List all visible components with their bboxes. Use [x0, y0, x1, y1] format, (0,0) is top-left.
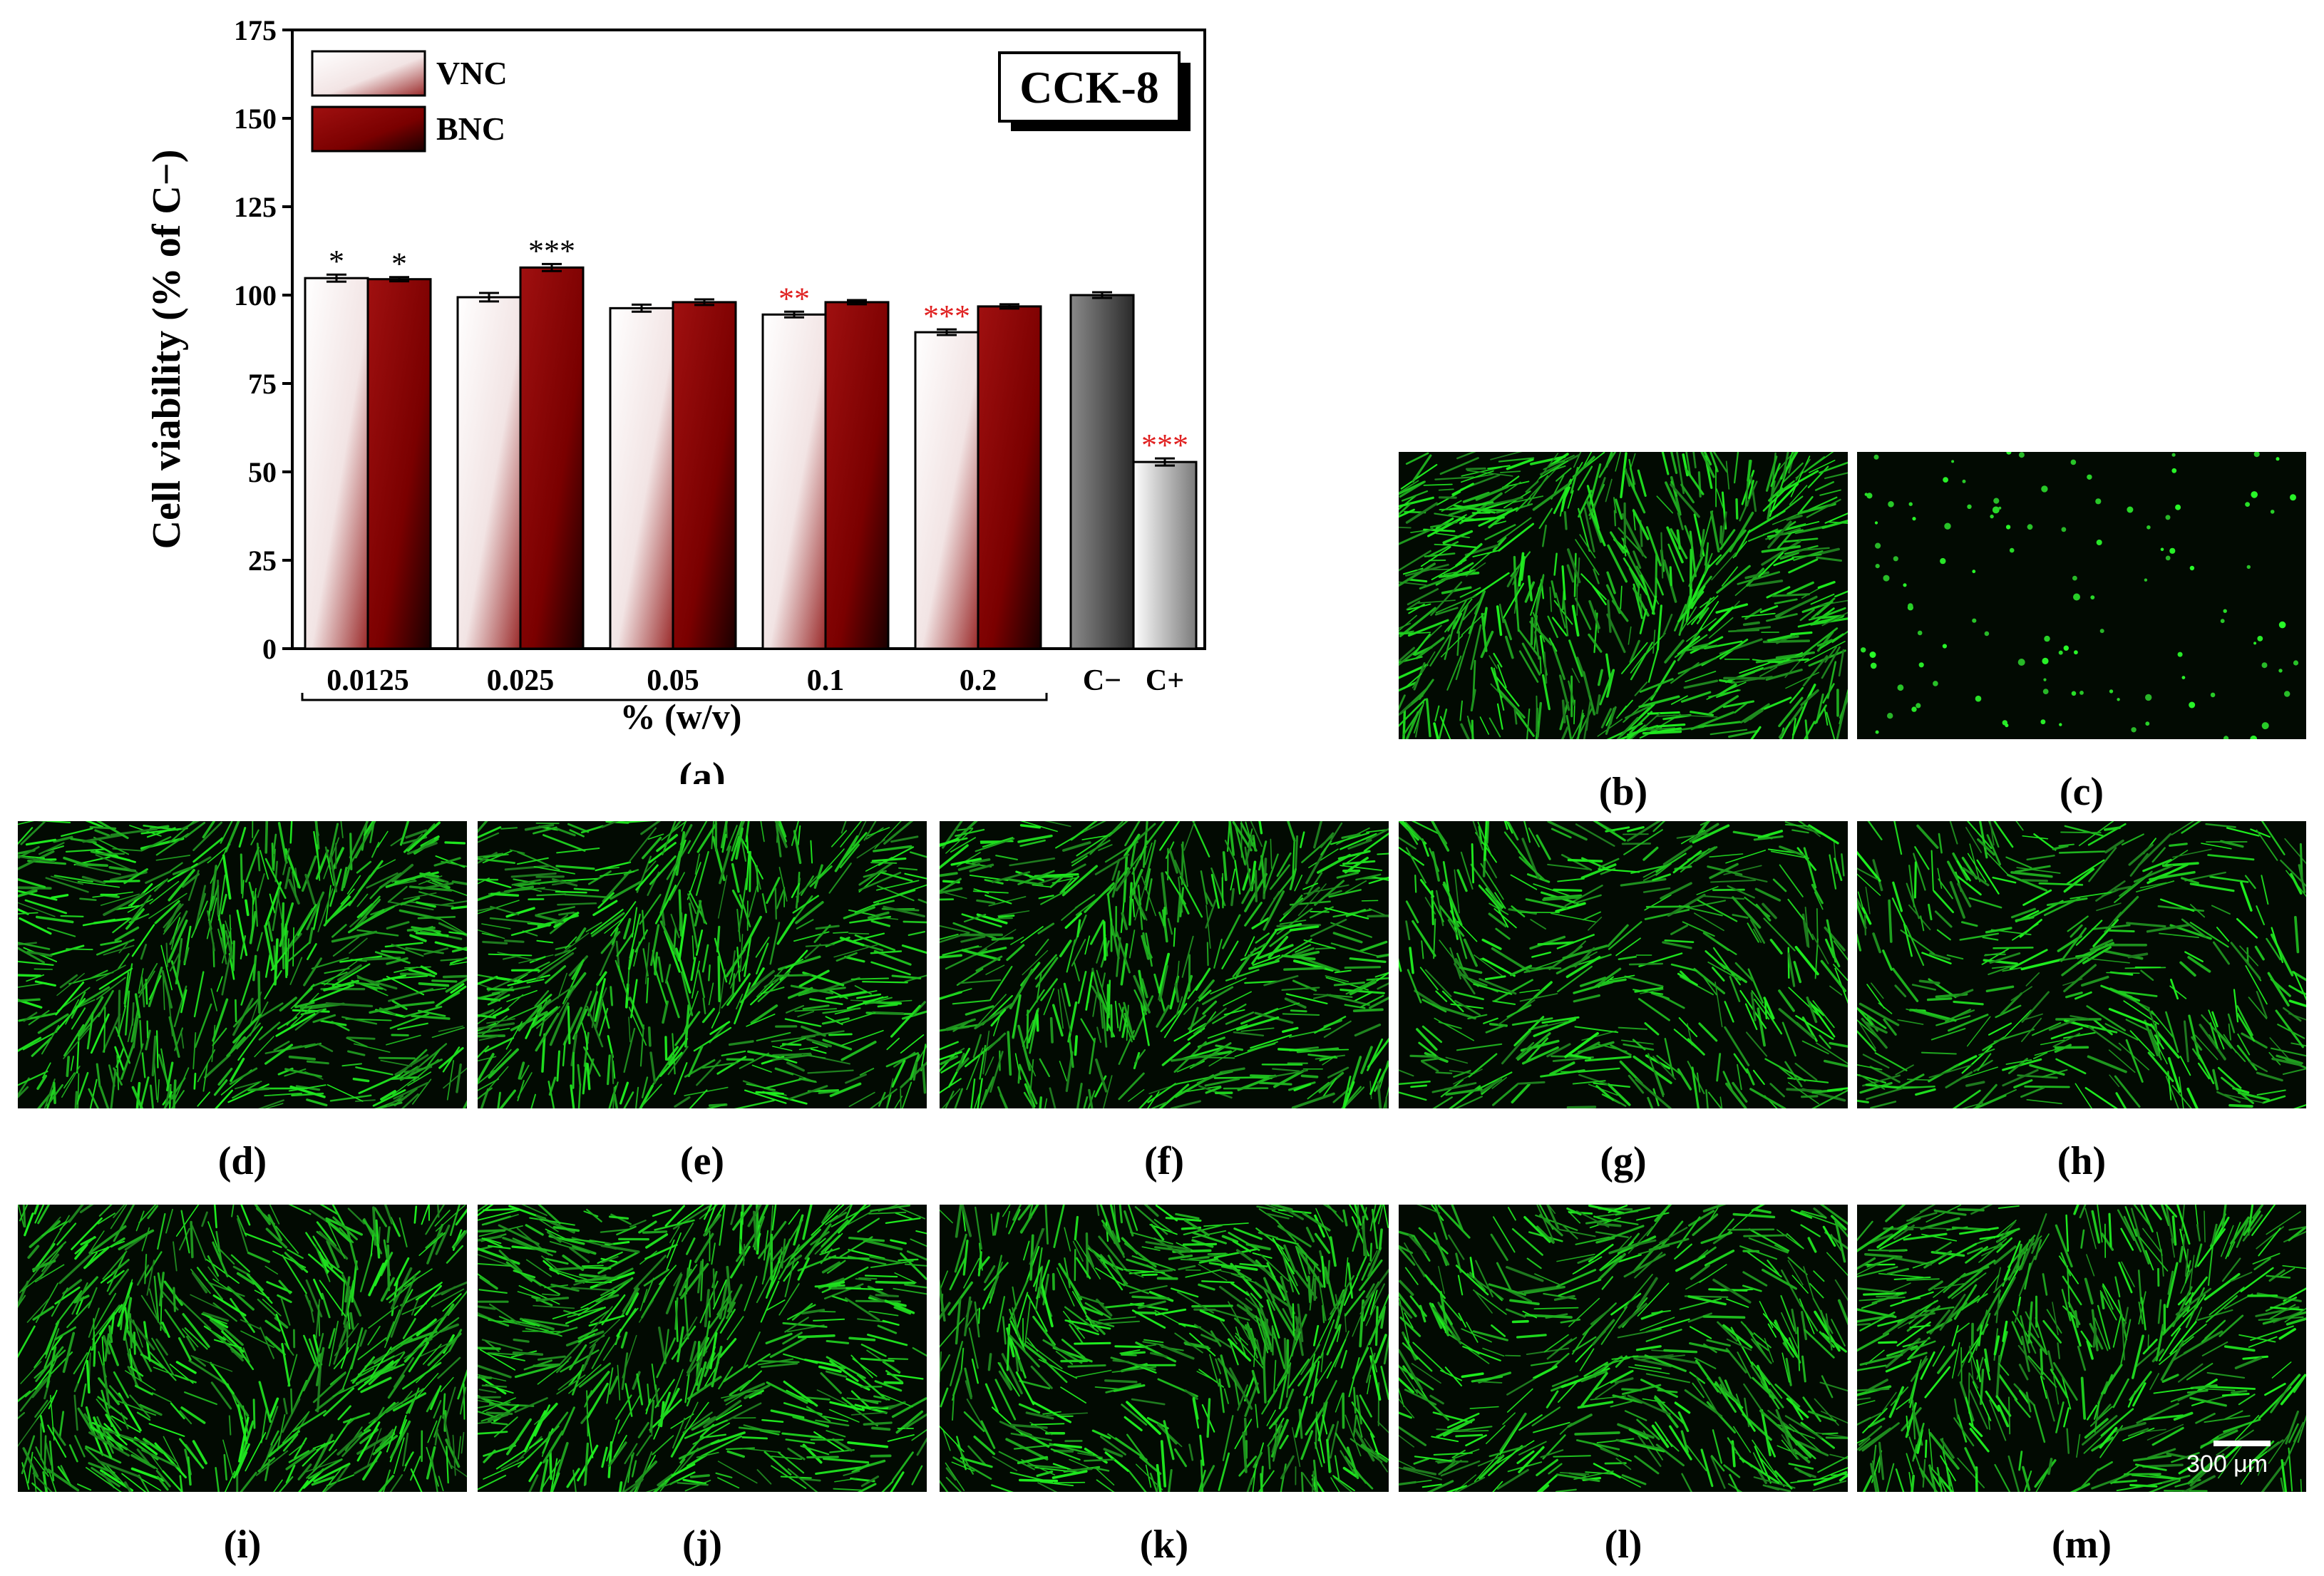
y-tick-label: 150 [234, 103, 277, 135]
x-tick-label: 0.0125 [327, 664, 409, 697]
cell-image [18, 1205, 467, 1492]
bar-control [1069, 294, 1135, 650]
significance-mark: * [329, 244, 344, 279]
legend-label-bnc: BNC [436, 110, 505, 147]
panel-label: (g) [1600, 1139, 1647, 1183]
y-tick-label: 50 [248, 456, 277, 488]
micrograph-panel [18, 821, 467, 1108]
bar-vnc [304, 277, 369, 650]
micrograph-panel [1399, 452, 1848, 739]
panel-label-a: (a) [679, 755, 725, 784]
micrograph-panel [940, 821, 1389, 1108]
bar-vnc [609, 307, 674, 650]
panel-label: (i) [223, 1523, 262, 1567]
micrograph-panel [1399, 821, 1848, 1108]
x-tick-label: 0.1 [807, 664, 845, 697]
x-tick-label: 0.025 [487, 664, 555, 697]
y-tick-label: 0 [262, 633, 277, 665]
panel-label: (h) [2057, 1139, 2107, 1183]
micrograph-panel [478, 821, 927, 1108]
cell-image [478, 821, 927, 1108]
significance-mark: *** [1141, 428, 1188, 463]
significance-mark: *** [528, 233, 575, 268]
y-tick-label: 175 [234, 14, 277, 46]
bar-bnc [366, 278, 432, 650]
y-axis-label: Cell viability (% of C−) [145, 150, 189, 550]
micrograph-panel [1399, 1205, 1848, 1492]
inset-label: CCK-8 [1019, 62, 1159, 113]
bar-bnc [672, 301, 737, 650]
x-axis-label: % (w/v) [620, 696, 742, 736]
x-tick-label: 0.05 [647, 664, 699, 697]
scale-bar [2214, 1441, 2271, 1446]
significance-mark: * [391, 247, 407, 282]
cell-image [940, 821, 1389, 1108]
bar-bnc [519, 266, 585, 650]
concentration-bracket [301, 693, 1048, 701]
x-tick-label: C+ [1146, 664, 1184, 697]
panel-label: (j) [682, 1523, 722, 1567]
y-tick-label: 100 [234, 279, 277, 311]
legend-swatch-bnc [311, 105, 426, 153]
cell-image [18, 821, 467, 1108]
micrograph-panel [940, 1205, 1389, 1492]
y-tick-label: 25 [248, 545, 277, 577]
x-tick-label: 0.2 [960, 664, 997, 697]
cell-image [1857, 1205, 2306, 1492]
panel-label: (f) [1144, 1139, 1184, 1183]
micrograph-panel [1857, 1205, 2306, 1492]
bar-vnc [456, 296, 522, 650]
bar-bnc [824, 301, 890, 650]
panel-label: (k) [1139, 1523, 1189, 1567]
significance-mark: *** [923, 299, 970, 334]
panel-label: (c) [2059, 770, 2104, 814]
cell-image [1399, 821, 1848, 1108]
plot-frame [291, 29, 1206, 650]
cell-image [940, 1205, 1389, 1492]
y-tick-label: 125 [234, 191, 277, 223]
bar-control [1132, 460, 1198, 650]
panel-label: (e) [679, 1139, 725, 1183]
bar-vnc [761, 313, 827, 650]
legend-swatch-vnc [311, 50, 426, 97]
cell-image [478, 1205, 927, 1492]
cell-image [1857, 821, 2306, 1108]
significance-mark: ** [778, 281, 810, 316]
cell-image [1399, 452, 1848, 739]
y-tick-label: 75 [248, 368, 277, 400]
micrograph-panel [18, 1205, 467, 1492]
cell-image [1399, 1205, 1848, 1492]
bar-bnc [977, 305, 1042, 650]
panel-label: (l) [1604, 1523, 1642, 1567]
inset-box [998, 51, 1181, 123]
micrograph-panel [1857, 821, 2306, 1108]
x-tick-label: C− [1083, 664, 1121, 697]
panel-label: (m) [2052, 1523, 2112, 1567]
cell-image [1861, 452, 2299, 739]
bar-vnc [914, 331, 980, 650]
scale-bar-label: 300 μm [2186, 1451, 2268, 1478]
panel-label: (b) [1598, 770, 1648, 814]
panel-label: (d) [217, 1139, 267, 1183]
micrograph-panel [1857, 452, 2306, 739]
micrograph-panel [478, 1205, 927, 1492]
legend-label-vnc: VNC [436, 55, 508, 91]
